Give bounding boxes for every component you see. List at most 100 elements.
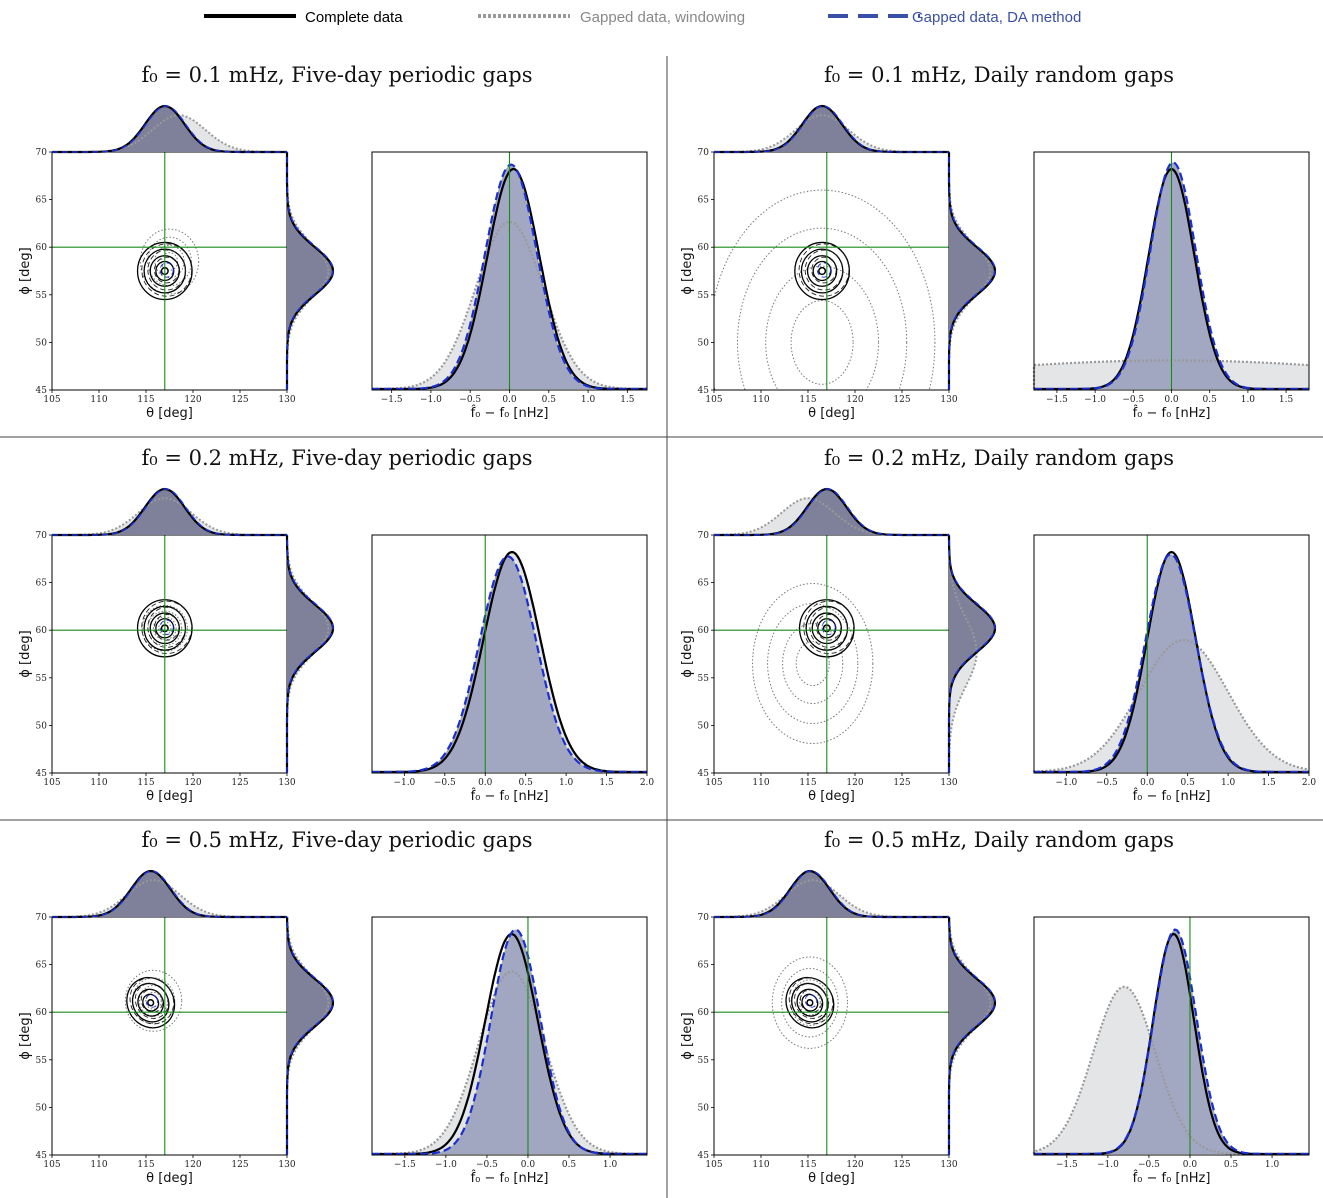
x-tick-label: 125 bbox=[893, 1160, 910, 1170]
freq-tick-label: 1.0 bbox=[1265, 1160, 1280, 1170]
sky-plot bbox=[714, 152, 949, 390]
y-tick-label: 50 bbox=[36, 721, 48, 731]
y-tick-label: 45 bbox=[36, 386, 48, 396]
y-tick-label: 55 bbox=[36, 1056, 48, 1066]
panel-title: f₀ = 0.5 mHz, Five-day periodic gaps bbox=[141, 828, 532, 852]
y-tick-label: 55 bbox=[698, 291, 710, 301]
phi-complete-fill bbox=[287, 917, 333, 1155]
complete-contour bbox=[812, 260, 832, 282]
x-tick-label: 125 bbox=[231, 1160, 248, 1170]
sky-frame bbox=[713, 534, 950, 774]
da-contour bbox=[147, 606, 186, 648]
freq-window-line bbox=[1032, 638, 1310, 773]
panel-title: f₀ = 0.5 mHz, Daily random gaps bbox=[824, 828, 1174, 852]
y-tick-label: 70 bbox=[36, 531, 48, 541]
freq-tick-label: 0.0 bbox=[1164, 395, 1179, 405]
sky-xlabel: θ [deg] bbox=[146, 789, 193, 804]
panel-title: f₀ = 0.2 mHz, Five-day periodic gaps bbox=[141, 446, 532, 470]
x-tick-label: 105 bbox=[43, 1160, 60, 1170]
x-tick-label: 125 bbox=[231, 395, 248, 405]
window-contour bbox=[138, 985, 169, 1017]
freq-plot: −1.0 −0.5 0.0 0.5 1.0 1.5 2.0 f̂₀ − f₀ [nHz] bbox=[371, 534, 655, 804]
sky-ylabel: ϕ [deg] bbox=[680, 1012, 695, 1059]
freq-tick-label: 2.0 bbox=[640, 778, 655, 788]
x-tick-label: 115 bbox=[799, 395, 816, 405]
window-contour bbox=[799, 989, 821, 1016]
sky-frame bbox=[51, 534, 288, 774]
freq-tick-label: 0.0 bbox=[1140, 778, 1155, 788]
sky-ylabel: ϕ [deg] bbox=[18, 630, 33, 677]
freq-tick-label: −1.0 bbox=[1097, 1160, 1119, 1170]
x-tick-label: 125 bbox=[893, 395, 910, 405]
y-tick-label: 50 bbox=[36, 338, 48, 348]
theta-da-line bbox=[52, 870, 287, 918]
y-tick-label: 60 bbox=[698, 1008, 710, 1018]
y-tick-label: 50 bbox=[698, 721, 710, 731]
x-tick-label: 130 bbox=[278, 1160, 295, 1170]
freq-da-fill bbox=[372, 929, 647, 1154]
x-tick-label: 130 bbox=[940, 395, 957, 405]
x-tick-label: 120 bbox=[846, 1160, 863, 1170]
complete-contour bbox=[806, 998, 814, 1007]
da-contour bbox=[788, 977, 834, 1025]
freq-tick-label: −0.5 bbox=[1122, 395, 1144, 405]
freq-tick-label: 0.0 bbox=[1183, 1160, 1198, 1170]
sky-plot bbox=[714, 535, 949, 773]
x-tick-label: 105 bbox=[705, 1160, 722, 1170]
freq-tick-label: 1.0 bbox=[581, 395, 596, 405]
da-contour bbox=[159, 262, 174, 278]
y-tick-label: 60 bbox=[36, 243, 48, 253]
sky-plot bbox=[714, 917, 949, 1155]
phi-da-line bbox=[286, 152, 334, 390]
freq-da-fill bbox=[1034, 554, 1309, 772]
x-tick-label: 125 bbox=[893, 778, 910, 788]
freq-plot: −1.5 −1.0 −0.5 0.0 0.5 1.0 1.5 f̂₀ − f₀ [nHz] bbox=[1032, 151, 1310, 421]
phi-complete-fill bbox=[287, 535, 333, 773]
window-contour bbox=[767, 603, 859, 724]
da-contour bbox=[799, 989, 823, 1013]
x-tick-label: 110 bbox=[90, 395, 107, 405]
panel-title: f₀ = 0.1 mHz, Daily random gaps bbox=[824, 63, 1174, 87]
freq-complete-line bbox=[1034, 550, 1309, 774]
theta-complete-fill bbox=[52, 871, 287, 917]
complete-contour bbox=[818, 266, 827, 276]
sky-ylabel: ϕ [deg] bbox=[18, 1012, 33, 1059]
da-contour bbox=[798, 243, 850, 297]
freq-da-fill bbox=[1034, 929, 1309, 1154]
phi-da-line bbox=[948, 152, 996, 390]
x-tick-label: 110 bbox=[90, 1160, 107, 1170]
da-contour bbox=[134, 982, 169, 1019]
da-contour bbox=[154, 614, 180, 641]
freq-tick-label: 0.0 bbox=[502, 395, 517, 405]
x-tick-label: 105 bbox=[705, 395, 722, 405]
y-tick-label: 60 bbox=[698, 626, 710, 636]
y-tick-label: 60 bbox=[36, 1008, 48, 1018]
complete-contour bbox=[806, 255, 838, 287]
window-contour bbox=[160, 252, 179, 271]
sky-xlabel: θ [deg] bbox=[146, 406, 193, 421]
da-contour bbox=[147, 249, 186, 291]
freq-tick-label: 1.0 bbox=[603, 1160, 618, 1170]
da-contour bbox=[811, 256, 837, 284]
y-tick-label: 65 bbox=[36, 579, 48, 589]
x-tick-label: 105 bbox=[43, 778, 60, 788]
freq-tick-label: 2.0 bbox=[1302, 778, 1317, 788]
x-tick-label: 130 bbox=[278, 778, 295, 788]
y-tick-label: 50 bbox=[698, 338, 710, 348]
complete-contour bbox=[147, 998, 155, 1007]
panel-1: f₀ = 0.1 mHz, Daily random gaps 105 110 115… bbox=[680, 63, 1310, 421]
y-tick-label: 50 bbox=[698, 1103, 710, 1113]
y-tick-label: 45 bbox=[698, 769, 710, 779]
freq-tick-label: −1.0 bbox=[393, 778, 415, 788]
sky-ylabel: ϕ [deg] bbox=[18, 247, 33, 294]
freq-tick-label: 0.0 bbox=[521, 1160, 536, 1170]
phi-da-line bbox=[286, 535, 334, 773]
x-tick-label: 120 bbox=[184, 778, 201, 788]
y-tick-label: 70 bbox=[698, 913, 710, 923]
freq-tick-label: 0.5 bbox=[1203, 395, 1218, 405]
freq-tick-label: −1.0 bbox=[1084, 395, 1106, 405]
x-tick-label: 115 bbox=[137, 778, 154, 788]
y-tick-label: 70 bbox=[36, 913, 48, 923]
freq-xlabel: f̂₀ − f₀ [nHz] bbox=[1133, 1171, 1211, 1186]
freq-frame bbox=[1033, 916, 1310, 1156]
